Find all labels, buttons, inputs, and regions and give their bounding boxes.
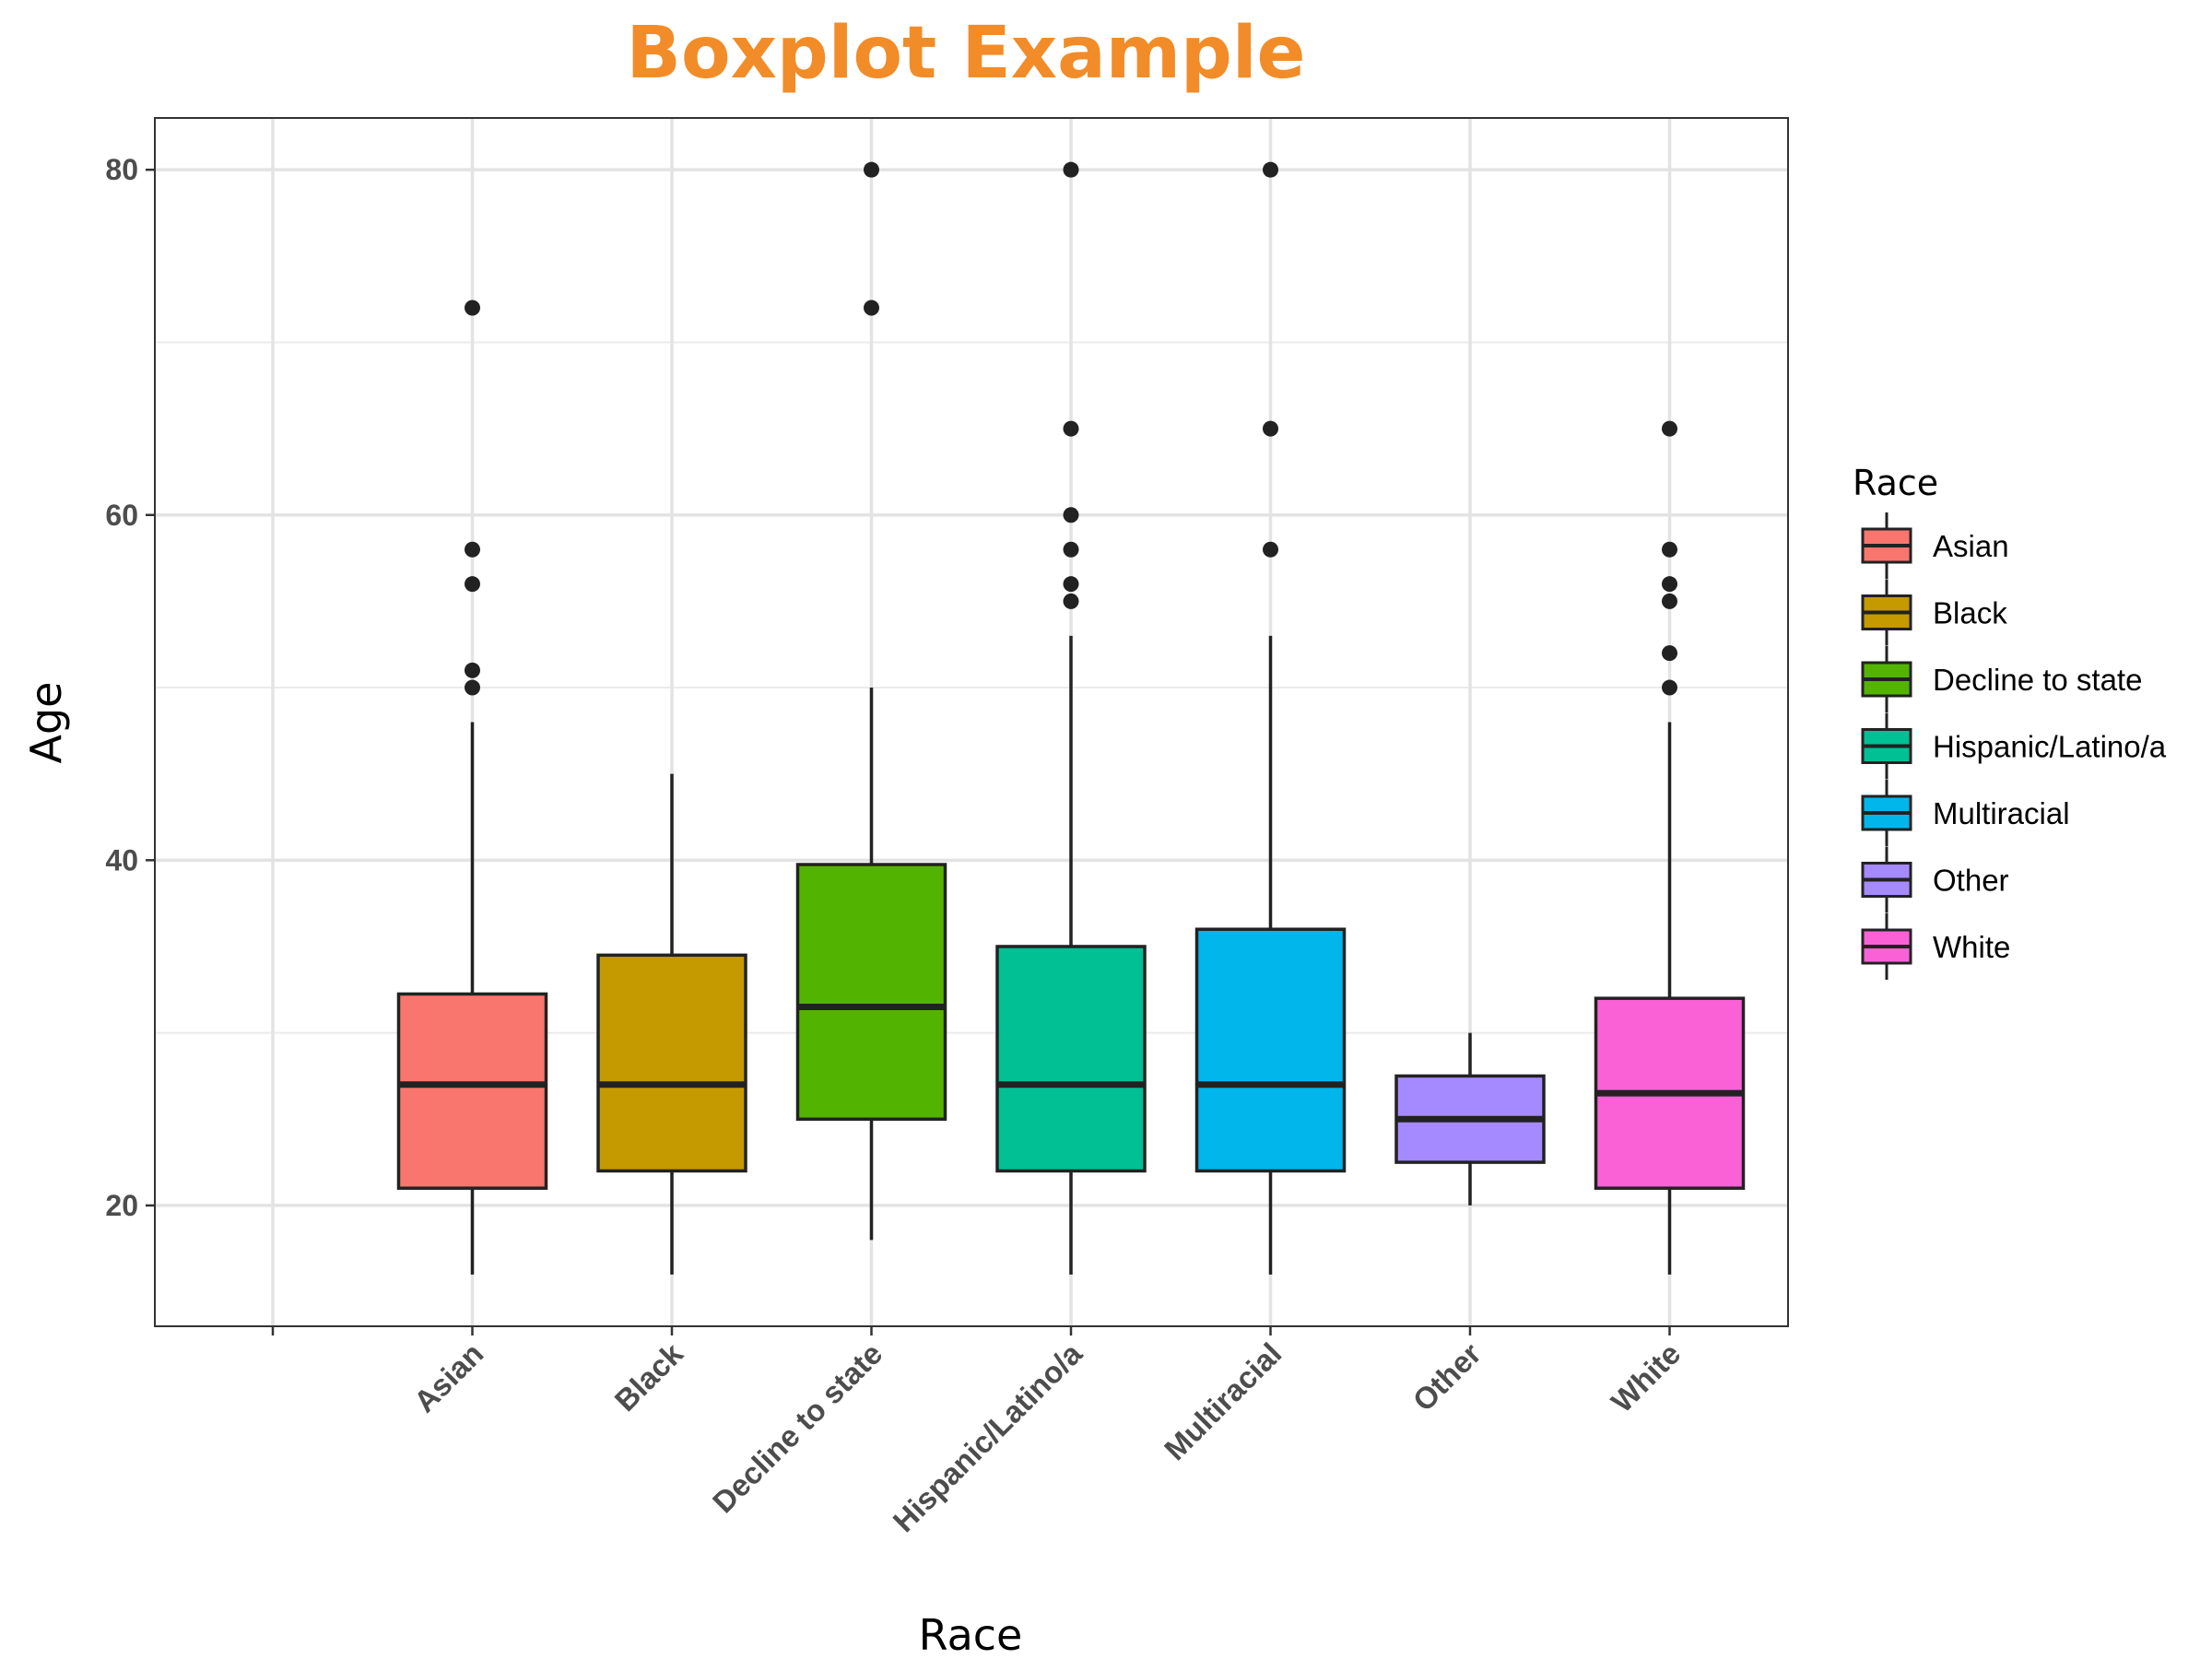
legend-item-black: Black bbox=[1861, 579, 2007, 646]
box-group-white bbox=[1594, 420, 1746, 1275]
outlier-point bbox=[1662, 576, 1677, 593]
outlier-point bbox=[1063, 541, 1079, 558]
box-group-decline-to-state bbox=[795, 161, 947, 1241]
outlier-point bbox=[465, 662, 480, 678]
legend-item-other: Other bbox=[1861, 846, 2009, 913]
outlier-point bbox=[1063, 161, 1079, 178]
y-tick-label: 60 bbox=[105, 499, 138, 532]
box-group-black bbox=[596, 773, 747, 1275]
outlier-point bbox=[1263, 541, 1278, 558]
x-tick-label: Multiracial bbox=[1158, 1336, 1288, 1467]
legend-label: Multiracial bbox=[1933, 796, 2070, 830]
x-axis-title: Race bbox=[919, 1610, 1023, 1659]
y-tick-label: 40 bbox=[105, 843, 138, 877]
legend-label: Hispanic/Latino/a bbox=[1933, 730, 2167, 764]
legend-label: Black bbox=[1933, 596, 2007, 630]
legend-item-multiracial: Multiracial bbox=[1861, 780, 2070, 846]
legend-label: Asian bbox=[1933, 529, 2009, 563]
x-tick-label: Black bbox=[608, 1335, 690, 1418]
y-tick-label: 20 bbox=[105, 1189, 138, 1222]
outlier-point bbox=[1662, 593, 1677, 609]
x-tick-label: Asian bbox=[407, 1336, 490, 1419]
outlier-point bbox=[465, 679, 480, 696]
outlier-point bbox=[1662, 645, 1677, 662]
outlier-point bbox=[864, 300, 879, 316]
x-tick-label: White bbox=[1605, 1336, 1688, 1419]
outlier-point bbox=[1063, 593, 1079, 609]
outlier-point bbox=[1662, 679, 1677, 696]
box-iqr bbox=[1194, 927, 1347, 1173]
outlier-point bbox=[1063, 507, 1079, 524]
outlier-point bbox=[1063, 420, 1079, 437]
x-tick-label: Decline to state bbox=[706, 1336, 889, 1520]
box-iqr bbox=[596, 953, 747, 1173]
outlier-point bbox=[1263, 420, 1278, 437]
legend-item-asian: Asian bbox=[1861, 512, 2009, 579]
outlier-point bbox=[465, 300, 480, 316]
legend-label: White bbox=[1933, 930, 2010, 964]
plot-panel-border bbox=[154, 117, 1789, 1327]
x-tick-label: Other bbox=[1406, 1336, 1488, 1418]
legend-item-hispanic-latino-a: Hispanic/Latino/a bbox=[1861, 712, 2167, 780]
chart-title: Boxplot Example bbox=[627, 12, 1306, 95]
legend-label: Other bbox=[1933, 864, 2009, 898]
outlier-point bbox=[465, 541, 480, 558]
box-group-asian bbox=[396, 300, 548, 1275]
legend-label: Decline to state bbox=[1933, 663, 2142, 697]
box-group-hispanic-latino-a bbox=[995, 161, 1147, 1275]
outlier-point bbox=[1662, 541, 1677, 558]
box-group-other bbox=[1394, 1032, 1546, 1206]
outlier-point bbox=[1263, 161, 1278, 178]
axis-layer: 20 40 60 80 Asian Black Decline to stateHispan… bbox=[105, 153, 1687, 1538]
y-axis-title: Age bbox=[21, 682, 71, 764]
outlier-point bbox=[1662, 420, 1677, 437]
box-iqr bbox=[995, 945, 1147, 1173]
outlier-point bbox=[465, 576, 480, 593]
y-tick-label: 80 bbox=[105, 153, 138, 186]
box-iqr bbox=[795, 863, 947, 1122]
legend-title: Race bbox=[1853, 463, 1938, 503]
outlier-point bbox=[864, 161, 879, 178]
box-group-multiracial bbox=[1194, 161, 1347, 1275]
legend: Race Asian Black Decline to state Hispanic/… bbox=[1853, 463, 2167, 980]
box-iqr bbox=[396, 992, 548, 1190]
legend-item-white: White bbox=[1861, 913, 2010, 980]
box-layer bbox=[396, 161, 1746, 1275]
outlier-point bbox=[1063, 576, 1079, 593]
x-tick-label: Hispanic/Latino/a bbox=[887, 1335, 1089, 1538]
legend-item-decline-to-state: Decline to state bbox=[1861, 646, 2142, 712]
